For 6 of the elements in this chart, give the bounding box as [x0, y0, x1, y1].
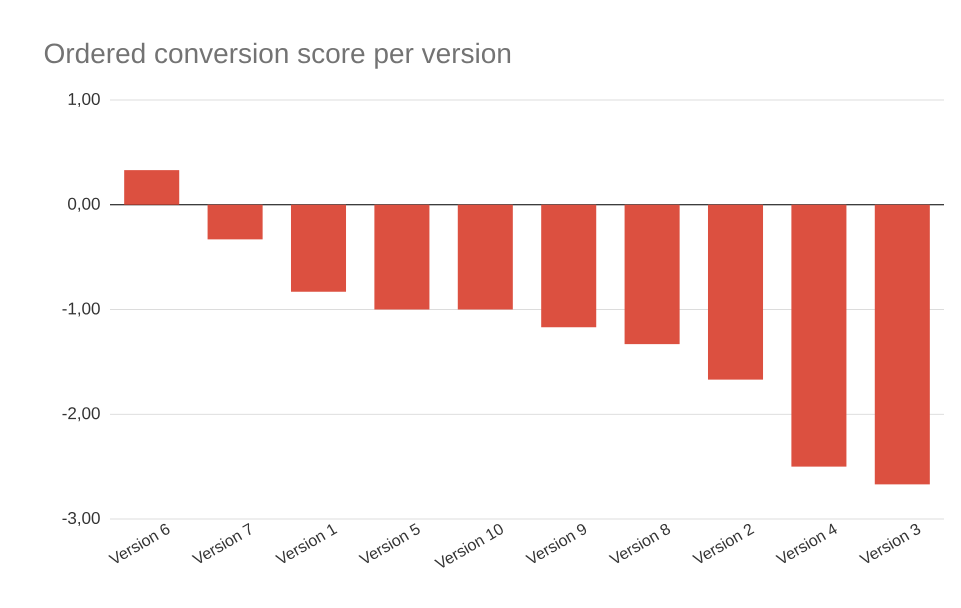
y-tick-label: -1,00 [62, 302, 100, 317]
y-tick-label: 1,00 [68, 92, 100, 108]
y-tick-label: -3,00 [62, 512, 100, 526]
chart-title: Ordered conversion score per version [44, 42, 510, 69]
y-tick-label: 0,00 [68, 198, 100, 212]
y-tick-label: -2,00 [62, 407, 100, 422]
